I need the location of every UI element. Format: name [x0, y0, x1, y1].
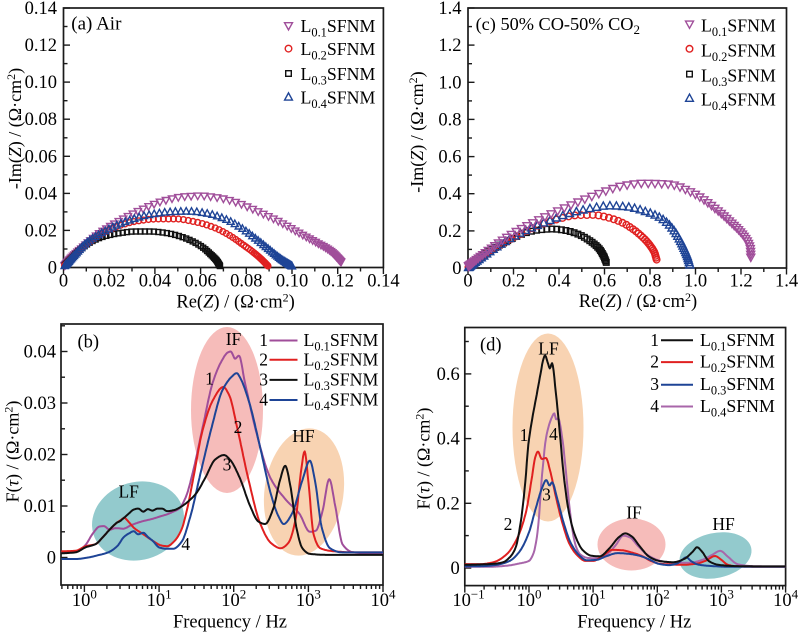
svg-text:0: 0 — [47, 549, 56, 569]
svg-text:IF: IF — [226, 329, 242, 349]
svg-text:(a) Air: (a) Air — [71, 14, 122, 35]
svg-text:0.08: 0.08 — [230, 272, 262, 292]
svg-text:0.12: 0.12 — [322, 272, 354, 292]
svg-text:104: 104 — [773, 587, 799, 612]
svg-text:4: 4 — [181, 534, 190, 554]
svg-text:0: 0 — [463, 272, 472, 292]
svg-text:Frequency / Hz: Frequency / Hz — [577, 612, 691, 632]
svg-text:0.4: 0.4 — [438, 185, 461, 205]
svg-text:0.10: 0.10 — [276, 272, 308, 292]
svg-text:3: 3 — [259, 369, 268, 389]
svg-text:0.4: 0.4 — [437, 430, 460, 450]
svg-text:1: 1 — [259, 330, 268, 350]
svg-text:104: 104 — [371, 587, 397, 612]
svg-text:Re(Z) / (Ω·cm2): Re(Z) / (Ω·cm2) — [176, 291, 294, 313]
svg-text:0.10: 0.10 — [25, 73, 57, 93]
svg-text:1: 1 — [650, 330, 659, 350]
svg-text:0: 0 — [452, 259, 461, 279]
svg-text:(d): (d) — [480, 336, 502, 356]
svg-text:1: 1 — [520, 425, 529, 445]
svg-text:0.04: 0.04 — [24, 343, 56, 363]
svg-text:HF: HF — [292, 426, 315, 446]
svg-text:0.04: 0.04 — [25, 184, 57, 204]
svg-text:1.4: 1.4 — [775, 272, 798, 292]
svg-text:LF: LF — [118, 482, 139, 502]
svg-text:HF: HF — [712, 514, 735, 534]
svg-text:0.6: 0.6 — [593, 272, 616, 292]
svg-text:0.6: 0.6 — [438, 148, 461, 168]
svg-text:0.8: 0.8 — [438, 110, 461, 130]
svg-text:0.03: 0.03 — [24, 394, 56, 414]
svg-text:2: 2 — [259, 349, 268, 369]
svg-text:0.14: 0.14 — [25, 0, 57, 19]
svg-text:0: 0 — [451, 559, 460, 579]
svg-text:0.2: 0.2 — [438, 222, 461, 242]
svg-text:3: 3 — [542, 485, 551, 505]
svg-text:1.0: 1.0 — [684, 272, 707, 292]
svg-text:1.2: 1.2 — [438, 36, 461, 56]
svg-text:0: 0 — [48, 259, 57, 279]
svg-text:0.4: 0.4 — [547, 272, 570, 292]
svg-text:0.2: 0.2 — [502, 272, 525, 292]
svg-text:1.2: 1.2 — [729, 272, 752, 292]
svg-text:(c) 50% CO-50% CO2: (c) 50% CO-50% CO2 — [476, 14, 640, 37]
svg-text:0.01: 0.01 — [24, 497, 56, 517]
svg-text:0.04: 0.04 — [139, 272, 171, 292]
svg-text:0.2: 0.2 — [437, 494, 460, 514]
svg-text:4: 4 — [650, 396, 659, 416]
svg-text:0.02: 0.02 — [24, 446, 56, 466]
svg-text:3: 3 — [650, 374, 659, 394]
svg-text:F(τ) / (Ω·cm2): F(τ) / (Ω·cm2) — [413, 408, 435, 510]
svg-text:-Im(Z) / (Ω·cm2): -Im(Z) / (Ω·cm2) — [4, 68, 26, 189]
svg-text:-Im(Z) / (Ω·cm2): -Im(Z) / (Ω·cm2) — [406, 71, 428, 192]
svg-text:0.02: 0.02 — [25, 221, 57, 241]
svg-text:F(τ) / (Ω·cm2): F(τ) / (Ω·cm2) — [2, 401, 24, 503]
svg-text:0.06: 0.06 — [25, 147, 57, 167]
svg-text:LF: LF — [538, 339, 559, 359]
svg-text:0.6: 0.6 — [437, 365, 460, 385]
svg-text:10−1: 10−1 — [452, 587, 484, 612]
svg-text:0.12: 0.12 — [25, 36, 57, 56]
svg-text:101: 101 — [147, 587, 172, 612]
svg-text:2: 2 — [650, 352, 659, 372]
svg-text:IF: IF — [626, 502, 642, 522]
svg-text:4: 4 — [259, 390, 268, 410]
svg-text:0.02: 0.02 — [93, 272, 125, 292]
svg-text:(b): (b) — [78, 333, 100, 353]
svg-text:Frequency / Hz: Frequency / Hz — [173, 613, 287, 633]
svg-text:0.8: 0.8 — [638, 272, 661, 292]
svg-text:Re(Z) / (Ω·cm2): Re(Z) / (Ω·cm2) — [579, 290, 697, 312]
svg-text:2: 2 — [504, 514, 513, 534]
svg-text:L0.1SFNM: L0.1SFNM — [301, 16, 376, 40]
svg-text:0.08: 0.08 — [25, 110, 57, 130]
svg-text:1.0: 1.0 — [438, 73, 461, 93]
svg-text:1: 1 — [205, 369, 214, 389]
svg-text:1.4: 1.4 — [438, 0, 461, 19]
svg-text:2: 2 — [234, 417, 243, 437]
svg-text:0: 0 — [59, 272, 68, 292]
svg-text:0.14: 0.14 — [367, 272, 399, 292]
svg-text:0.06: 0.06 — [184, 272, 216, 292]
svg-text:3: 3 — [223, 455, 232, 475]
svg-text:L0.4SFNM: L0.4SFNM — [700, 396, 775, 420]
svg-text:4: 4 — [549, 424, 558, 444]
